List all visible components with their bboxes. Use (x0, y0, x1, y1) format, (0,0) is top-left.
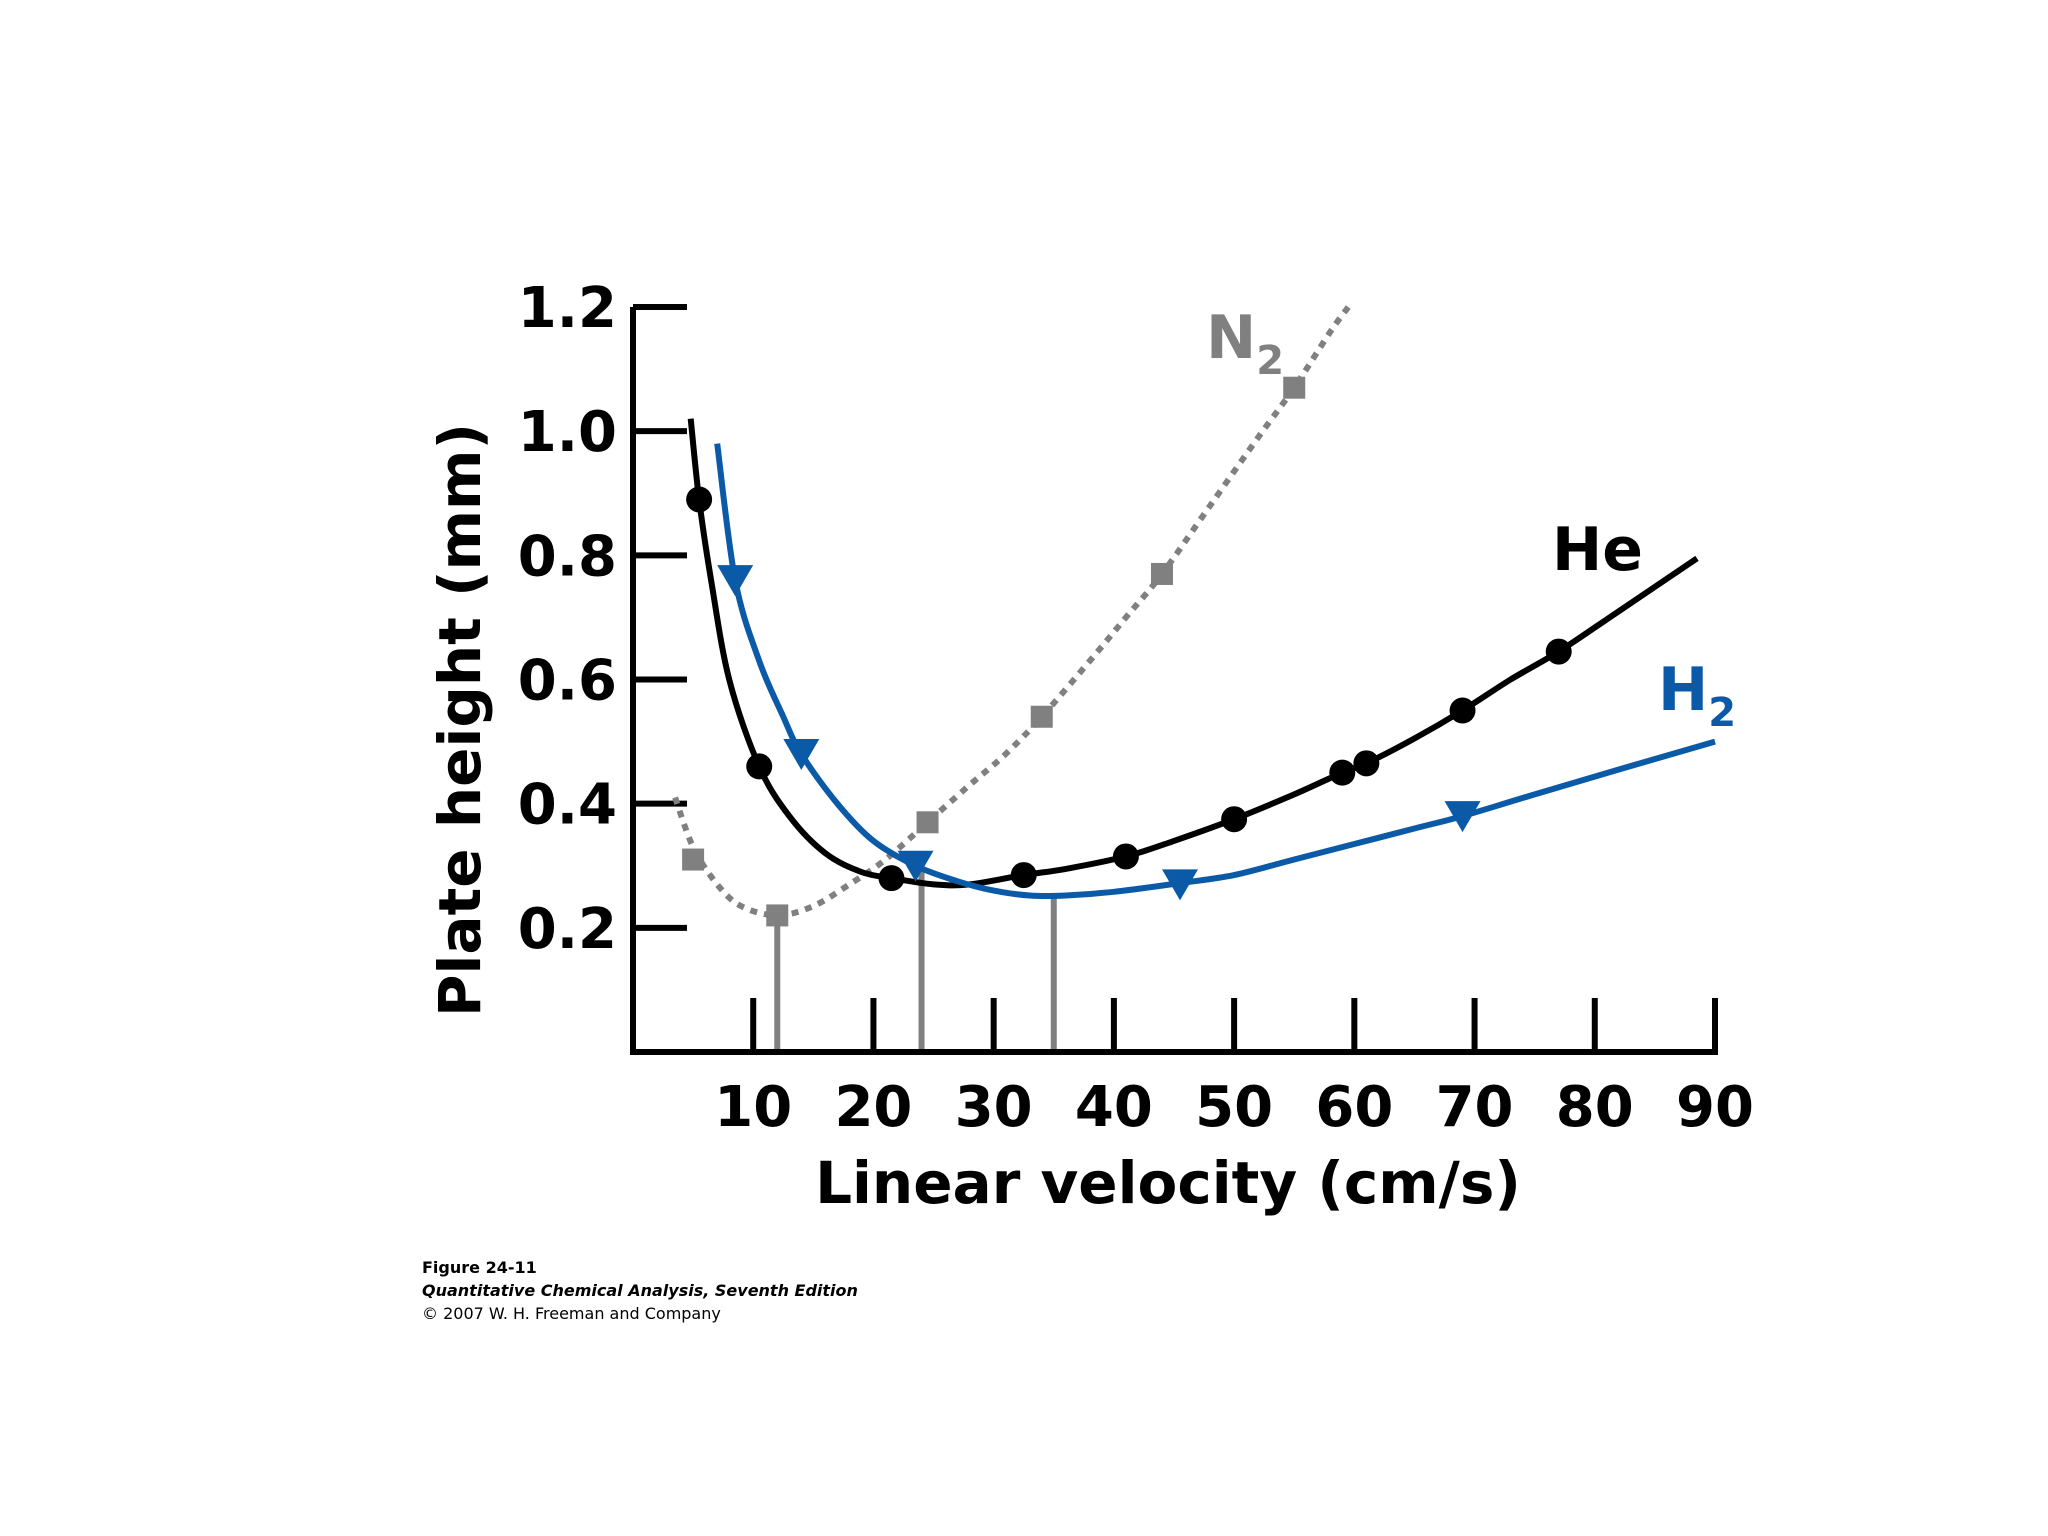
data-point-he (1329, 759, 1356, 786)
data-point-he (1112, 843, 1139, 870)
x-tick-label: 70 (1436, 1075, 1514, 1140)
data-point-n2 (916, 811, 939, 834)
caption-book-title: Quantitative Chemical Analysis, Seventh … (422, 1281, 858, 1300)
data-point-n2 (1150, 562, 1173, 585)
series-label-he: He (1552, 515, 1643, 585)
data-point-h2 (783, 739, 820, 770)
y-tick-label: 0.6 (518, 649, 617, 714)
data-point-h2 (1162, 869, 1199, 901)
data-point-h2 (897, 850, 934, 882)
y-tick-label: 1.0 (518, 400, 617, 465)
data-point-he (1545, 638, 1572, 665)
y-tick-label: 0.2 (518, 897, 617, 962)
y-tick-label: 0.8 (518, 524, 617, 589)
data-point-h2 (1444, 801, 1481, 833)
x-tick-label: 60 (1315, 1075, 1393, 1140)
y-tick-label: 0.4 (518, 773, 617, 838)
figure-caption: Figure 24-11 Quantitative Chemical Analy… (422, 1256, 1322, 1325)
x-axis-title: Linear velocity (cm/s) (815, 1149, 1521, 1217)
series-line-n2 (672, 305, 1351, 919)
x-tick-label: 10 (714, 1075, 792, 1140)
axes (630, 304, 1718, 1055)
x-tick-label: 20 (834, 1075, 912, 1140)
data-point-he (878, 865, 905, 892)
x-tick-label: 50 (1195, 1075, 1273, 1140)
data-point-n2 (1283, 376, 1306, 399)
y-tick-label: 1.2 (518, 276, 617, 341)
series-he (686, 418, 1699, 892)
series-label-n2: N2 (1206, 303, 1284, 384)
data-point-h2 (717, 565, 754, 597)
tick-labels: 0.2 0.4 0.6 0.8 1.0 1.2 10 20 30 40 50 60 70 80 90 (518, 276, 1754, 1140)
data-point-he (746, 753, 773, 780)
data-point-n2 (1030, 705, 1053, 728)
optimum-markers (774, 865, 1057, 1052)
data-point-n2 (682, 848, 705, 871)
data-point-he (1449, 697, 1476, 724)
series (672, 305, 1716, 927)
caption-copyright: © 2007 W. H. Freeman and Company (422, 1304, 721, 1323)
series-n2 (672, 305, 1351, 927)
series-label-h2: H2 (1658, 655, 1736, 736)
data-point-he (1353, 750, 1380, 777)
x-tick-label: 40 (1075, 1075, 1153, 1140)
data-point-he (1010, 862, 1037, 889)
caption-figure-number: Figure 24-11 (422, 1258, 537, 1277)
data-point-he (686, 486, 713, 513)
x-tick-label: 30 (955, 1075, 1033, 1140)
data-point-n2 (766, 904, 789, 927)
x-tick-label: 80 (1556, 1075, 1634, 1140)
series-h2 (714, 443, 1716, 901)
y-axis-title: Plate height (mm) (426, 423, 494, 1017)
data-point-he (1221, 806, 1248, 833)
x-tick-label: 90 (1676, 1075, 1754, 1140)
